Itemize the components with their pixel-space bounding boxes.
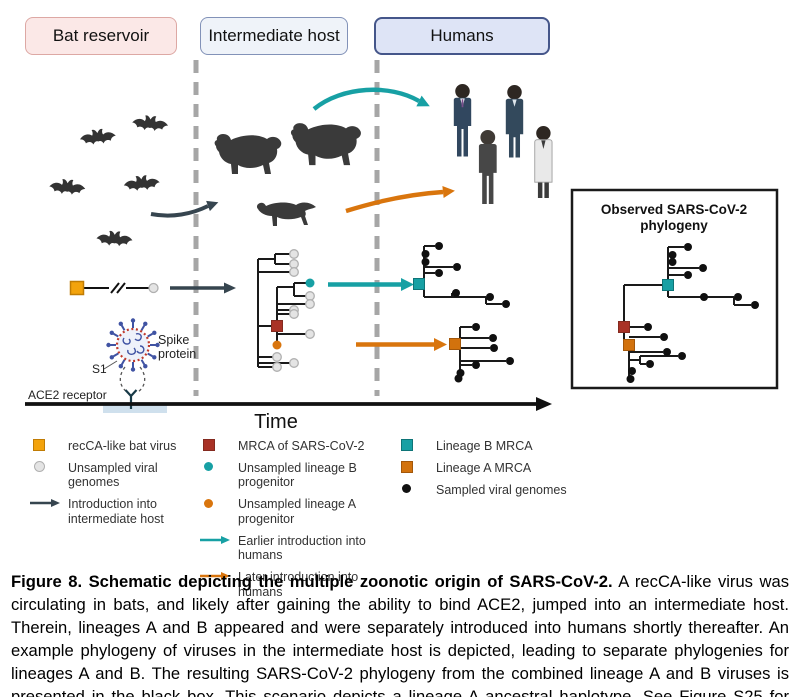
lineage-b-progenitor-node (305, 278, 315, 288)
bat-icon (96, 230, 133, 247)
legend-item: Introduction into intermediate host (30, 497, 195, 527)
observed-phylogeny-tree (618, 243, 759, 383)
lineage-b-mrca-node (413, 278, 425, 290)
virus-spike-heads (106, 318, 160, 372)
bat-group (49, 115, 169, 247)
time-axis: Time (25, 397, 552, 433)
humans-box: Humans (374, 17, 550, 55)
recca-lineage (69, 280, 236, 296)
earlier-intro-arrow-icon (200, 533, 230, 546)
mrca-node (271, 320, 283, 332)
bat-reservoir-box: Bat reservoir (25, 17, 177, 55)
human-dark-icon (478, 130, 497, 204)
legend: recCA-like bat virus Unsampled viral gen… (0, 438, 800, 599)
virus-rna (122, 333, 145, 355)
unsampled-genome-icon (30, 460, 60, 473)
unsampled-node (148, 282, 159, 294)
sampled-tips (454, 323, 514, 383)
bat-icon (79, 128, 116, 145)
intermediate-host-label: Intermediate host (208, 26, 340, 45)
legend-item: MRCA of SARS-CoV-2 (200, 438, 392, 453)
virus-illustration: Spike protein S1 ACE2 receptor (28, 318, 196, 413)
lineage-a-progenitor-node (272, 340, 282, 350)
bat-icon (49, 179, 86, 195)
legend-item: Unsampled viral genomes (30, 460, 195, 490)
lineage-a-mrca-icon (398, 460, 428, 473)
intro-intermediate-arrow (150, 204, 209, 218)
human-suit-icon (453, 84, 472, 157)
unsampled-tips (272, 249, 315, 372)
intermediate-host-box: Intermediate host (200, 17, 348, 55)
legend-item: Sampled viral genomes (398, 482, 573, 497)
s1-label: S1 (92, 362, 107, 376)
sampled-tips (626, 243, 759, 383)
legend-item: recCA-like bat virus (30, 438, 195, 453)
observed-phylogeny-box: Observed SARS-CoV-2 phylogeny (570, 188, 779, 390)
time-label: Time (254, 411, 298, 433)
recca-square-icon (30, 438, 60, 451)
intermediate-animals-group (214, 123, 361, 226)
legend-item: Lineage B MRCA (398, 438, 573, 453)
figure-caption: Figure 8. Schematic depicting the multip… (11, 570, 789, 697)
binding-arc (119, 366, 128, 393)
sampled-tips (421, 242, 510, 308)
lineage-b-mrca-node (662, 279, 674, 291)
cell-membrane (103, 405, 167, 413)
human-longcoat-icon (505, 85, 524, 158)
human-labcoat-icon (534, 126, 553, 198)
virus-spikes (110, 322, 156, 368)
observed-title-line2: phylogeny (640, 218, 708, 233)
later-intro-humans-arrow (345, 189, 444, 214)
fox-icon (256, 202, 316, 226)
lineage-b-mrca-icon (398, 438, 428, 451)
spike-protein-label-2: protein (158, 347, 196, 361)
observed-title-line1: Observed SARS-CoV-2 (601, 202, 747, 217)
bat-reservoir-label: Bat reservoir (52, 26, 150, 45)
legend-item: Earlier introduction into humans (200, 533, 392, 563)
spike-protein-label: Spike (158, 333, 189, 347)
caption-body: A recCA-like virus was circulating in ba… (11, 571, 789, 697)
earlier-intro-humans-arrow (312, 87, 421, 111)
ace2-label: ACE2 receptor (28, 388, 107, 402)
legend-item: Unsampled lineage B progenitor (200, 460, 392, 490)
legend-item: Unsampled lineage A progenitor (200, 497, 392, 527)
bat-icon (123, 175, 160, 191)
raccoon-dog-icon (290, 123, 361, 166)
lineage-b-phylogeny (413, 242, 510, 308)
legend-column-2: MRCA of SARS-CoV-2 Unsampled lineage B p… (200, 438, 392, 599)
legend-column-3: Lineage B MRCA Lineage A MRCA Sampled vi… (398, 438, 573, 497)
caption-bold: Figure 8. Schematic depicting the multip… (11, 571, 613, 591)
later-intro-arrow-icon (200, 570, 230, 583)
intro-intermediate-arrow-icon (30, 497, 60, 510)
legend-column-1: recCA-like bat virus Unsampled viral gen… (30, 438, 195, 526)
lineage-b-progenitor-icon (200, 460, 230, 473)
lineage-a-mrca-node (623, 339, 635, 351)
mrca-node (618, 321, 630, 333)
bat-icon (132, 115, 169, 131)
sampled-genome-icon (398, 482, 428, 495)
recca-node (69, 280, 85, 296)
humans-group (453, 84, 553, 204)
lineage-a-progenitor-icon (200, 497, 230, 510)
legend-item: Lineage A MRCA (398, 460, 573, 475)
transmission-arrows (150, 87, 455, 218)
schematic-diagram: Spike protein S1 ACE2 receptor (25, 60, 779, 433)
raccoon-dog-icon (214, 134, 282, 174)
legend-item: Later introduction into humans (200, 570, 392, 600)
lineage-a-mrca-node (449, 338, 461, 350)
intermediate-host-phylogeny (257, 249, 315, 372)
mrca-square-icon (200, 438, 230, 451)
lineage-a-phylogeny (449, 323, 514, 383)
humans-label: Humans (430, 26, 494, 45)
